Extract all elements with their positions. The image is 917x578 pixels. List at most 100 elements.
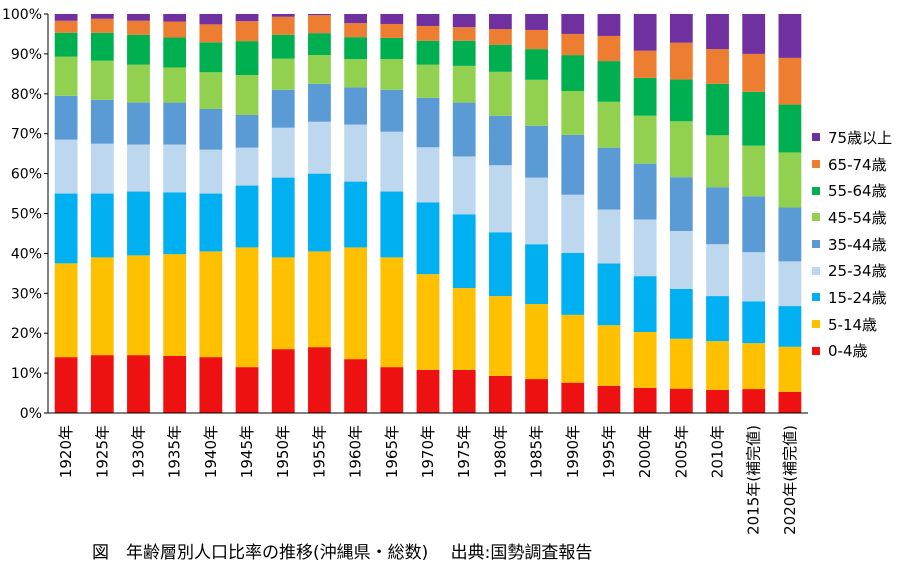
x-tick-label: 1985年: [528, 425, 546, 478]
x-tick-label: 1965年: [383, 425, 401, 478]
bar-segment: [90, 193, 114, 258]
bar-segment: [235, 367, 259, 413]
bar-segment: [54, 20, 78, 33]
bar-segment: [90, 143, 114, 194]
legend-label: 25-34歳: [828, 262, 887, 281]
bar-segment: [271, 257, 295, 350]
bar-segment: [308, 15, 331, 34]
bar-segment: [235, 14, 259, 22]
bar-segment: [199, 72, 223, 109]
bar-segment: [669, 177, 693, 232]
y-tick-label: 60%: [11, 167, 42, 183]
bar-segment: [669, 79, 693, 122]
bar-segment: [525, 125, 548, 178]
legend-swatch: [812, 186, 820, 195]
bar-segment: [597, 101, 621, 148]
x-tick-label: 1950年: [274, 425, 292, 478]
bar-segment: [199, 108, 223, 150]
bar-segment: [90, 18, 114, 33]
bar-segment: [778, 104, 802, 153]
legend-item: 35-44歳: [812, 231, 892, 258]
bar-segment: [308, 347, 331, 413]
bar-segment: [742, 301, 766, 344]
bar-segment: [778, 306, 802, 347]
bar-segment: [633, 276, 657, 332]
bar-segment: [90, 99, 114, 144]
bar-segment: [127, 255, 150, 356]
bar-segment: [525, 79, 548, 126]
bar-segment: [561, 194, 585, 253]
y-tick-label: 80%: [11, 87, 42, 103]
bar-segment: [488, 71, 512, 116]
bar-segment: [416, 25, 440, 41]
bar-segment: [633, 219, 657, 277]
bar-segment: [90, 355, 114, 413]
bar-segment: [271, 34, 295, 59]
bar-segment: [54, 14, 78, 21]
bar-segment: [742, 91, 766, 146]
y-tick-label: 90%: [11, 47, 42, 63]
bar-segment: [597, 61, 621, 102]
legend-item: 55-64歳: [812, 177, 892, 204]
x-tick-label: 1935年: [166, 425, 184, 478]
bar-segment: [90, 257, 114, 356]
bar-segment: [669, 14, 693, 43]
legend-label: 55-64歳: [828, 182, 887, 201]
bar-segment: [597, 263, 621, 326]
bar-segment: [344, 14, 368, 24]
bar-segment: [199, 42, 223, 73]
bar-segment: [163, 102, 187, 145]
bar-segment: [452, 27, 476, 41]
bars-layer: [54, 14, 802, 413]
bar-segment: [778, 346, 802, 392]
legend-item: 75歳以上: [812, 124, 892, 151]
bar-segment: [380, 23, 404, 38]
y-tick-label: 50%: [11, 207, 42, 223]
x-tick-label: 2010年: [709, 425, 727, 478]
bar-segment: [163, 144, 187, 193]
bar-segment: [706, 341, 729, 390]
bar-segment: [669, 231, 693, 289]
bar-segment: [344, 247, 368, 360]
bar-segment: [452, 102, 476, 157]
bar-segment: [416, 369, 440, 413]
bar-segment: [54, 263, 78, 358]
bar-segment: [163, 67, 187, 103]
bar-segment: [488, 44, 512, 72]
bar-segment: [416, 97, 440, 148]
bar-segment: [235, 21, 259, 42]
bar-segment: [344, 37, 368, 60]
bar-segment: [452, 40, 476, 66]
bar-segment: [199, 193, 223, 252]
bar-segment: [669, 338, 693, 389]
bar-segment: [380, 367, 404, 413]
bar-segment: [54, 193, 78, 264]
bar-segment: [706, 14, 729, 50]
legend-label: 15-24歳: [828, 288, 887, 307]
bar-segment: [452, 14, 476, 28]
bar-segment: [163, 21, 187, 38]
bar-segment: [633, 50, 657, 78]
bar-segment: [488, 29, 512, 45]
bar-segment: [778, 207, 802, 262]
x-tick-label: 2000年: [636, 425, 654, 478]
bar-segment: [525, 49, 548, 80]
bar-segment: [199, 149, 223, 194]
bar-segment: [742, 14, 766, 54]
x-tick-label: 1975年: [455, 425, 473, 478]
figure-caption: 図 年齢層別人口比率の推移(沖縄県・総数) 出典:国勢調査報告: [92, 543, 593, 563]
bar-segment: [669, 42, 693, 80]
bar-segment: [163, 192, 187, 255]
bar-segment: [127, 355, 150, 413]
bar-segment: [561, 14, 585, 34]
bar-segment: [344, 181, 368, 248]
bar-segment: [344, 124, 368, 182]
bar-segment: [525, 244, 548, 305]
x-tick-label: 1995年: [600, 425, 618, 478]
x-tick-label: 1940年: [202, 425, 220, 478]
bar-segment: [127, 102, 150, 145]
legend-item: 25-34歳: [812, 257, 892, 284]
bar-segment: [561, 314, 585, 383]
bar-segment: [127, 191, 150, 256]
